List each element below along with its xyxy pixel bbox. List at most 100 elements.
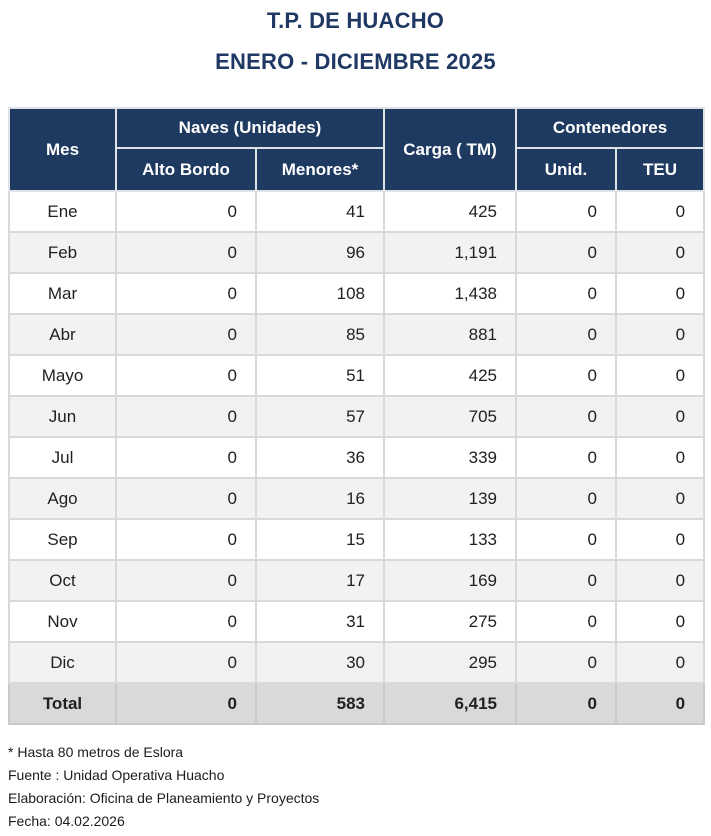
cell-mes: Feb [8, 231, 117, 274]
cell-mes: Mayo [8, 354, 117, 397]
cell-mes: Ago [8, 477, 117, 520]
cell-unid: 0 [515, 313, 618, 356]
cell-alto-bordo: 0 [115, 313, 257, 356]
cell-menores: 85 [254, 313, 386, 356]
cell-menores: 36 [254, 436, 386, 479]
cell-mes: Sep [8, 518, 117, 561]
cell-alto-bordo: 0 [115, 190, 257, 233]
page-title: T.P. DE HUACHO [266, 8, 445, 33]
cell-teu: 0 [615, 190, 706, 233]
table-row: Abr 0 85 881 0 0 [8, 313, 706, 356]
cell-menores: 583 [254, 682, 386, 725]
cell-unid: 0 [515, 641, 618, 684]
cell-teu: 0 [615, 682, 706, 725]
table-row: Mar 0 108 1,438 0 0 [8, 272, 706, 315]
cell-unid: 0 [515, 231, 618, 274]
cell-unid: 0 [515, 518, 618, 561]
cell-alto-bordo: 0 [115, 518, 257, 561]
table-row: Mayo 0 51 425 0 0 [8, 354, 706, 397]
cell-mes: Nov [8, 600, 117, 643]
cell-carga: 425 [383, 190, 518, 233]
cell-carga: 881 [383, 313, 518, 356]
cell-teu: 0 [615, 518, 706, 561]
table-row: Ene 0 41 425 0 0 [8, 190, 706, 233]
cell-carga: 169 [383, 559, 518, 602]
cell-alto-bordo: 0 [115, 395, 257, 438]
cell-menores: 17 [254, 559, 386, 602]
cell-carga: 295 [383, 641, 518, 684]
cell-mes: Total [8, 682, 117, 725]
cell-menores: 96 [254, 231, 386, 274]
cell-teu: 0 [615, 477, 706, 520]
cell-menores: 16 [254, 477, 386, 520]
cell-unid: 0 [515, 477, 618, 520]
page-subtitle: ENERO - DICIEMBRE 2025 [215, 49, 496, 74]
cell-teu: 0 [615, 641, 706, 684]
table-row: Jun 0 57 705 0 0 [8, 395, 706, 438]
footnote-fecha: Fecha: 04.02.2026 [8, 813, 125, 829]
cell-mes: Jun [8, 395, 117, 438]
header-alto-bordo: Alto Bordo [115, 147, 257, 192]
cell-carga: 1,191 [383, 231, 518, 274]
cell-teu: 0 [615, 600, 706, 643]
table-row: Oct 0 17 169 0 0 [8, 559, 706, 602]
cell-menores: 51 [254, 354, 386, 397]
table-row: Jul 0 36 339 0 0 [8, 436, 706, 479]
cell-carga: 275 [383, 600, 518, 643]
cell-unid: 0 [515, 190, 618, 233]
footnotes: * Hasta 80 metros de Eslora Fuente : Uni… [8, 741, 319, 833]
table-row: Nov 0 31 275 0 0 [8, 600, 706, 643]
cell-mes: Dic [8, 641, 117, 684]
cell-alto-bordo: 0 [115, 231, 257, 274]
header-carga: Carga ( TM) [383, 107, 518, 192]
cell-teu: 0 [615, 231, 706, 274]
cell-carga: 6,415 [383, 682, 518, 725]
cell-unid: 0 [515, 682, 618, 725]
cell-menores: 108 [254, 272, 386, 315]
cell-alto-bordo: 0 [115, 641, 257, 684]
table-total-row: Total 0 583 6,415 0 0 [8, 682, 706, 725]
table-header: Mes Naves (Unidades) Carga ( TM) Contene… [8, 107, 706, 192]
table-row: Dic 0 30 295 0 0 [8, 641, 706, 684]
cell-alto-bordo: 0 [115, 477, 257, 520]
cell-carga: 133 [383, 518, 518, 561]
cell-alto-bordo: 0 [115, 354, 257, 397]
cell-alto-bordo: 0 [115, 272, 257, 315]
cell-mes: Jul [8, 436, 117, 479]
table-row: Feb 0 96 1,191 0 0 [8, 231, 706, 274]
footnote-fuente: Fuente : Unidad Operativa Huacho [8, 767, 225, 783]
cell-menores: 30 [254, 641, 386, 684]
cell-teu: 0 [615, 559, 706, 602]
cell-teu: 0 [615, 313, 706, 356]
header-unid: Unid. [515, 147, 618, 192]
cell-carga: 1,438 [383, 272, 518, 315]
cell-unid: 0 [515, 395, 618, 438]
cell-menores: 41 [254, 190, 386, 233]
table-row: Ago 0 16 139 0 0 [8, 477, 706, 520]
table-body: Ene 0 41 425 0 0 Feb 0 96 1,191 0 0 Mar 0 108 1,438 0 0 Ab… [8, 190, 706, 725]
table-row: Sep 0 15 133 0 0 [8, 518, 706, 561]
cell-unid: 0 [515, 272, 618, 315]
cell-mes: Abr [8, 313, 117, 356]
cell-unid: 0 [515, 600, 618, 643]
cell-alto-bordo: 0 [115, 682, 257, 725]
cell-menores: 31 [254, 600, 386, 643]
header-teu: TEU [615, 147, 706, 192]
cell-carga: 139 [383, 477, 518, 520]
header-contenedores-group: Contenedores [515, 107, 706, 149]
cell-carga: 339 [383, 436, 518, 479]
cell-menores: 57 [254, 395, 386, 438]
cell-menores: 15 [254, 518, 386, 561]
header-menores: Menores* [254, 147, 386, 192]
cell-mes: Ene [8, 190, 117, 233]
cell-teu: 0 [615, 272, 706, 315]
cell-unid: 0 [515, 436, 618, 479]
cell-alto-bordo: 0 [115, 559, 257, 602]
cell-carga: 425 [383, 354, 518, 397]
footnote-elaboracion: Elaboración: Oficina de Planeamiento y P… [8, 790, 320, 806]
cell-teu: 0 [615, 395, 706, 438]
cell-alto-bordo: 0 [115, 436, 257, 479]
header-naves-group: Naves (Unidades) [114, 107, 386, 149]
cell-alto-bordo: 0 [115, 600, 257, 643]
